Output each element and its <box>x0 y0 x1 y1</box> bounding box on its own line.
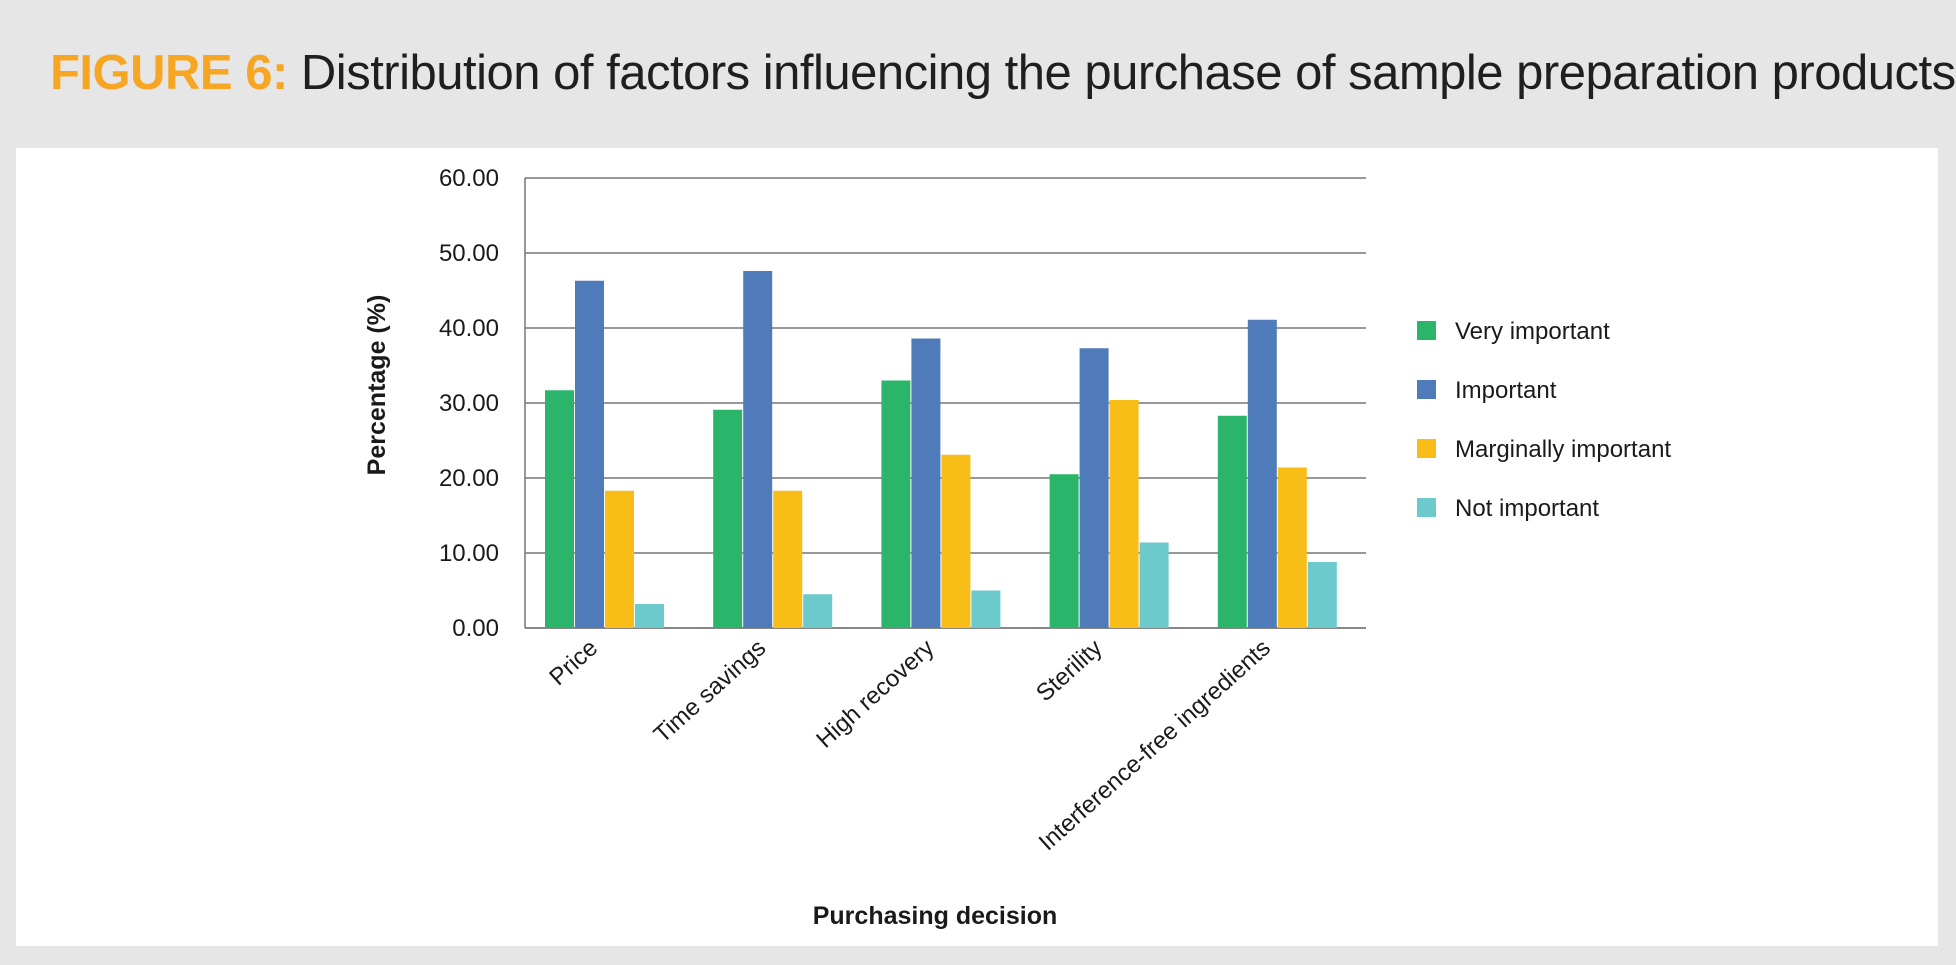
legend-label: Not important <box>1455 495 1599 522</box>
legend-swatch <box>1417 321 1436 340</box>
bar-very-important <box>1217 415 1247 628</box>
bar-not-important <box>971 590 1001 628</box>
figure-label: FIGURE 6: <box>50 46 288 100</box>
chart-panel <box>16 148 1938 946</box>
bar-marginally-important <box>941 454 971 628</box>
bar-very-important <box>1049 474 1079 628</box>
y-axis-title: Percentage (%) <box>363 295 391 476</box>
bar-very-important <box>881 380 911 628</box>
bar-marginally-important <box>605 490 634 628</box>
bar-marginally-important <box>773 490 803 628</box>
x-tick-label: High recovery <box>811 634 939 753</box>
x-tick-label: Time savings <box>649 634 771 748</box>
bar-marginally-important <box>1109 400 1139 628</box>
bar-very-important <box>713 409 743 628</box>
y-tick-label: 0.00 <box>452 615 499 642</box>
legend-swatch <box>1417 380 1436 399</box>
bar-important <box>575 280 604 628</box>
y-tick-label: 20.00 <box>439 465 499 492</box>
y-tick-label: 10.00 <box>439 540 499 567</box>
x-axis-title: Purchasing decision <box>813 902 1058 930</box>
bar-important <box>911 338 941 628</box>
figure-title: FIGURE 6: Distribution of factors influe… <box>50 38 1956 108</box>
bar-marginally-important <box>1277 467 1307 628</box>
bar-not-important <box>803 594 833 628</box>
y-tick-label: 30.00 <box>439 390 499 417</box>
bar-important <box>743 271 773 628</box>
y-tick-label: 40.00 <box>439 315 499 342</box>
bar-important <box>1247 319 1277 628</box>
legend-label: Marginally important <box>1455 436 1671 463</box>
legend-label: Very important <box>1455 318 1610 345</box>
legend-swatch <box>1417 439 1436 458</box>
y-tick-label: 50.00 <box>439 240 499 267</box>
y-tick-label: 60.00 <box>439 165 499 192</box>
bar-not-important <box>635 604 664 628</box>
bar-important <box>1079 348 1109 628</box>
legend-label: Important <box>1455 377 1557 404</box>
figure-caption: Distribution of factors influencing the … <box>300 46 1956 100</box>
bar-very-important <box>545 390 574 628</box>
bar-not-important <box>1307 562 1337 628</box>
x-tick-label: Sterility <box>1031 634 1108 707</box>
x-tick-label: Price <box>544 634 603 691</box>
bar-not-important <box>1139 542 1169 628</box>
legend-swatch <box>1417 498 1436 517</box>
